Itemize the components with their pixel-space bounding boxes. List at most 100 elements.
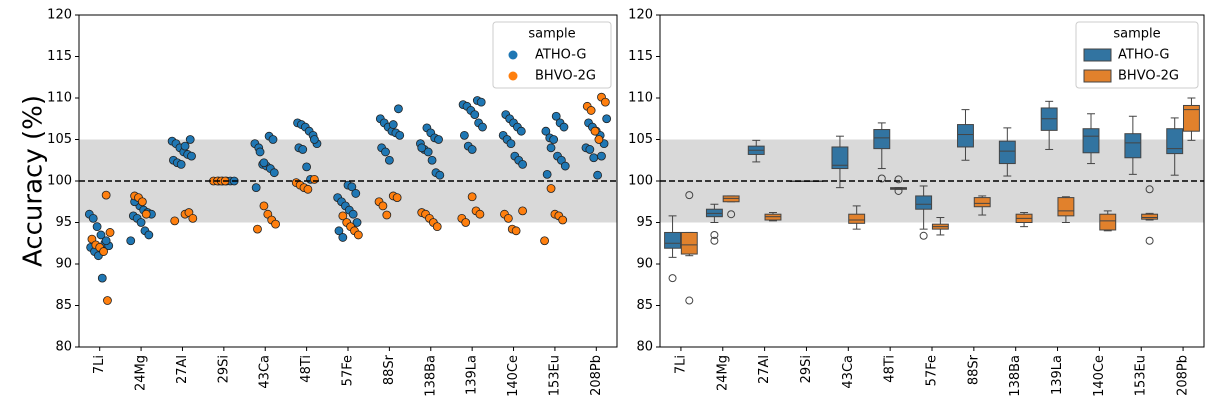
point (423, 147, 433, 157)
outlier (877, 174, 886, 183)
point (99, 247, 108, 256)
box (1057, 196, 1075, 223)
point (92, 222, 102, 232)
outlier (685, 191, 694, 200)
legend-marker (1083, 48, 1112, 62)
y-tick-label: 90 (55, 257, 72, 272)
point (347, 182, 357, 192)
point (255, 147, 265, 157)
point (144, 230, 154, 240)
box (1124, 115, 1142, 175)
point (188, 213, 198, 223)
point (101, 190, 111, 200)
point (590, 126, 600, 136)
point (392, 193, 402, 203)
point (176, 159, 186, 169)
box (664, 215, 682, 283)
y-tick-label: 120 (47, 8, 72, 23)
point (309, 174, 319, 184)
x-tick-label: 138Ba (423, 355, 438, 397)
point (585, 145, 595, 154)
x-tick-label: 88Sr (966, 354, 981, 385)
outlier (1145, 236, 1154, 245)
point (395, 130, 405, 140)
legend-title: sample (528, 27, 575, 42)
legend-title: sample (1113, 27, 1160, 42)
box-body (1082, 128, 1100, 154)
y-tick-label: 95 (55, 215, 72, 230)
point (348, 209, 358, 219)
y-tick-label: 100 (47, 174, 72, 189)
point (253, 224, 262, 234)
point (506, 139, 516, 149)
box (931, 217, 949, 236)
y-tick-label: 105 (47, 132, 72, 147)
point (137, 197, 147, 207)
x-tick-label: 208Pb (589, 355, 604, 396)
outlier (685, 296, 694, 305)
box (890, 175, 907, 195)
point (103, 296, 112, 305)
point (88, 213, 98, 223)
box-body (998, 140, 1016, 165)
point (96, 230, 106, 240)
point (251, 183, 261, 193)
y-tick-label: 115 (628, 49, 653, 64)
point (594, 135, 604, 144)
outlier (710, 230, 719, 239)
point (475, 209, 485, 219)
outlier (668, 274, 677, 283)
box (1082, 113, 1100, 165)
x-tick-label: 153Eu (547, 355, 562, 396)
y-tick-label: 90 (636, 257, 653, 272)
x-tick-label: 138Ba (1008, 355, 1023, 397)
y-tick-label: 80 (636, 340, 653, 355)
outlier (710, 236, 719, 245)
x-tick-label: 140Ce (1092, 355, 1107, 397)
box-body (1141, 213, 1159, 220)
point (518, 206, 527, 216)
y-tick-label: 100 (628, 174, 653, 189)
y-axis-label: Accuracy (%) (19, 95, 49, 267)
point (435, 170, 445, 180)
point (511, 226, 521, 236)
box-body (664, 231, 682, 249)
point (549, 135, 559, 144)
point (309, 135, 319, 144)
box (848, 205, 866, 230)
point (516, 126, 526, 136)
outlier (919, 231, 928, 240)
box (1015, 212, 1033, 228)
box-body (1057, 197, 1075, 217)
x-tick-label: 139La (465, 355, 480, 395)
box (998, 127, 1016, 177)
point (542, 169, 552, 179)
box (764, 212, 782, 222)
x-tick-label: 29Si (216, 355, 231, 383)
point (586, 106, 596, 115)
x-tick-label: 7Li (673, 355, 688, 374)
x-tick-label: 29Si (799, 355, 814, 383)
point (185, 135, 195, 144)
y-tick-label: 110 (628, 91, 653, 106)
point (417, 143, 427, 153)
box-body (1182, 104, 1200, 132)
x-tick-label: 57Fe (341, 355, 356, 386)
legend: sample ATHO-G BHVO-2G (492, 21, 612, 89)
box-body (831, 146, 849, 170)
point (551, 111, 561, 121)
point (302, 162, 312, 172)
point (478, 122, 487, 132)
point (434, 135, 443, 144)
y-tick-label: 115 (47, 49, 72, 64)
point (303, 184, 313, 194)
point (180, 141, 190, 151)
point (351, 189, 361, 198)
x-tick-label: 7Li (92, 355, 107, 374)
box (680, 191, 698, 305)
point (187, 151, 196, 161)
point (503, 213, 513, 223)
x-tick-label: 48Ti (299, 355, 314, 383)
point (394, 104, 403, 114)
point (560, 161, 570, 171)
